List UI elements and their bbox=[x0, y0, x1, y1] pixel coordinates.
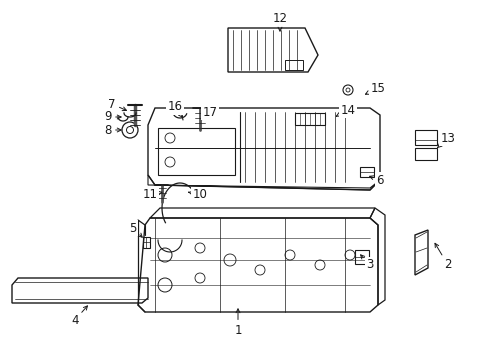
Circle shape bbox=[122, 122, 138, 138]
Circle shape bbox=[345, 250, 354, 260]
Bar bbox=[285, 60, 303, 70]
Text: 12: 12 bbox=[272, 12, 287, 31]
Text: 4: 4 bbox=[71, 306, 87, 327]
Text: 14: 14 bbox=[336, 104, 355, 117]
Text: 8: 8 bbox=[104, 123, 121, 136]
Text: 5: 5 bbox=[129, 221, 142, 237]
Text: 9: 9 bbox=[104, 111, 121, 123]
Text: 1: 1 bbox=[234, 309, 241, 337]
Circle shape bbox=[164, 157, 175, 167]
Circle shape bbox=[224, 254, 236, 266]
Circle shape bbox=[314, 260, 325, 270]
Circle shape bbox=[126, 126, 133, 134]
Circle shape bbox=[285, 250, 294, 260]
Text: 10: 10 bbox=[188, 189, 207, 202]
Circle shape bbox=[195, 273, 204, 283]
Text: 2: 2 bbox=[434, 243, 451, 271]
Bar bbox=[414, 148, 436, 160]
Text: 6: 6 bbox=[369, 174, 383, 186]
Text: 15: 15 bbox=[365, 81, 385, 94]
Circle shape bbox=[254, 265, 264, 275]
Text: 3: 3 bbox=[360, 255, 373, 271]
Text: 17: 17 bbox=[202, 105, 217, 120]
Bar bbox=[359, 167, 373, 177]
Circle shape bbox=[158, 278, 172, 292]
Text: 11: 11 bbox=[142, 189, 162, 202]
Circle shape bbox=[158, 248, 172, 262]
Text: 7: 7 bbox=[108, 98, 126, 111]
Circle shape bbox=[346, 88, 349, 92]
Circle shape bbox=[164, 133, 175, 143]
Text: 16: 16 bbox=[167, 100, 182, 117]
Bar bbox=[354, 250, 368, 264]
Bar bbox=[414, 130, 436, 145]
Circle shape bbox=[195, 243, 204, 253]
Bar bbox=[294, 113, 325, 125]
Text: 13: 13 bbox=[437, 131, 454, 148]
Circle shape bbox=[342, 85, 352, 95]
